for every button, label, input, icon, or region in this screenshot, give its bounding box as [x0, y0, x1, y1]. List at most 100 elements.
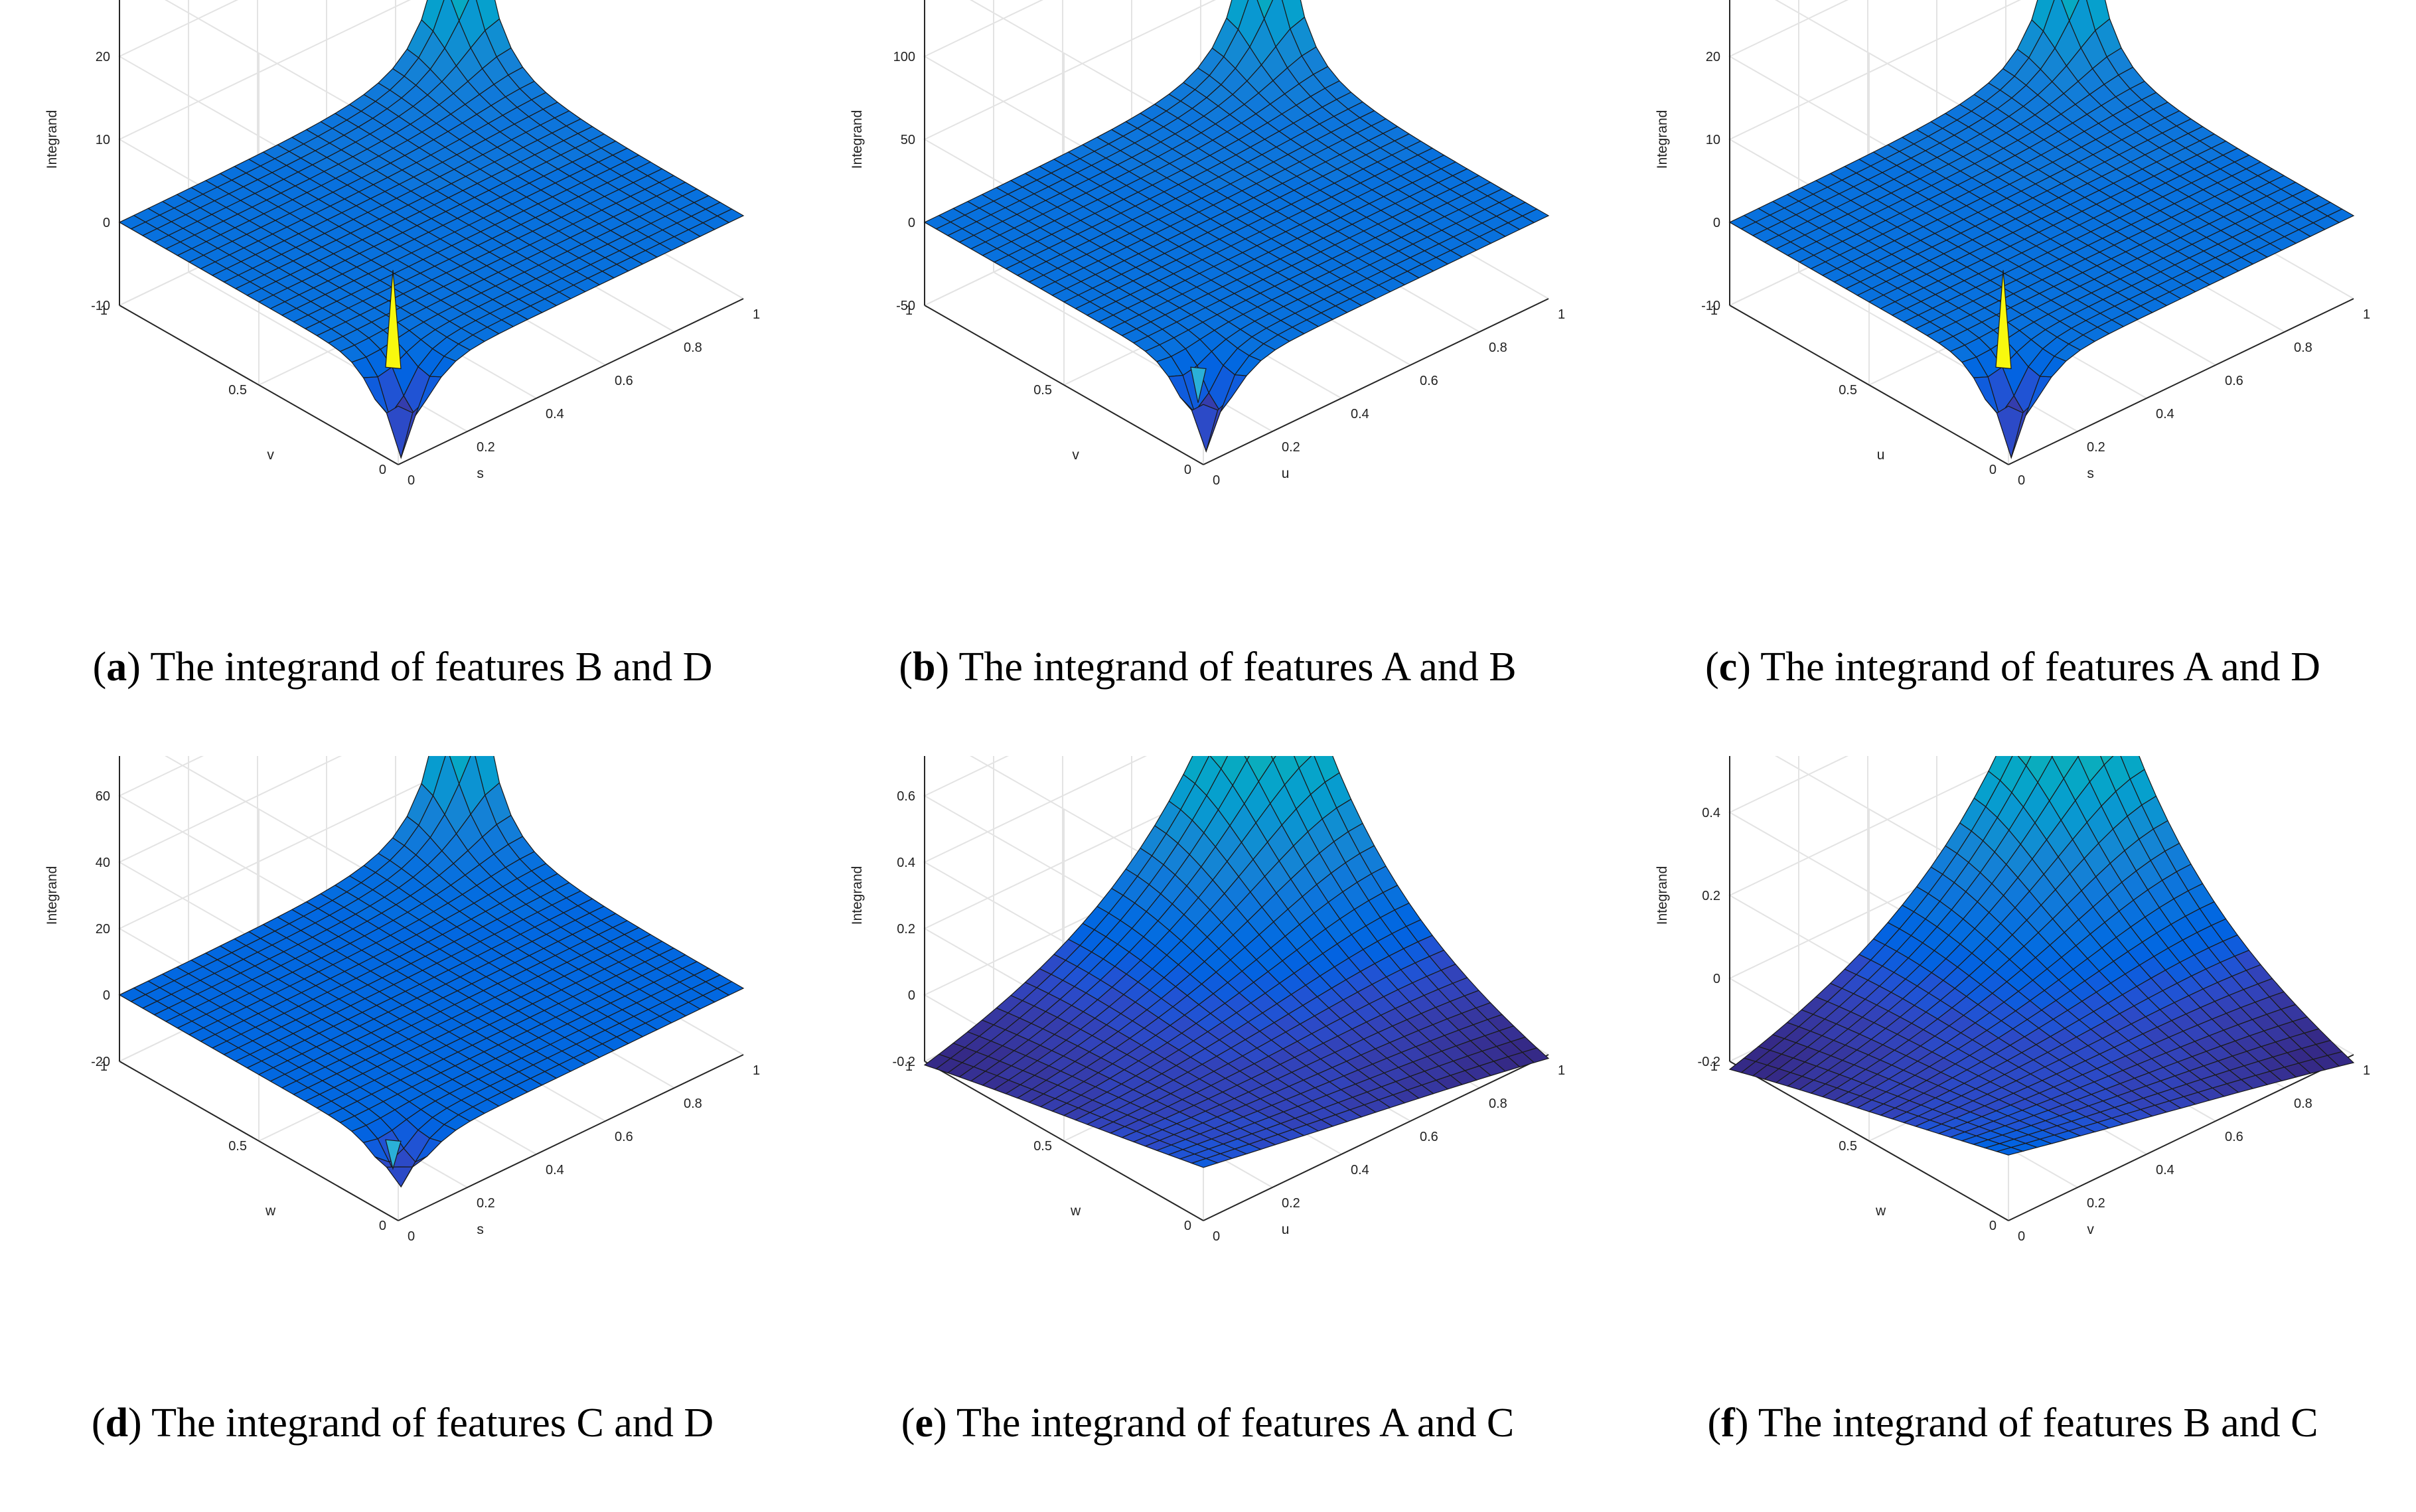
x-axis-label: u — [1282, 1222, 1290, 1237]
panel-d: 00.20.40.60.8100.51-20020406080swIntegra… — [0, 756, 805, 1512]
x-tick-label: 0.8 — [2294, 1096, 2312, 1111]
tick-labels-b: 00.20.40.60.8100.51-50050100150uvIntegra… — [850, 50, 1565, 488]
y-tick-label: 0.5 — [1839, 1139, 1857, 1154]
z-axis-label: Integrand — [1655, 866, 1670, 925]
z-axis-label: Integrand — [44, 110, 60, 169]
y-tick-label: 0 — [379, 463, 386, 477]
z-tick-label: 0.4 — [1702, 806, 1720, 820]
caption-text: ) The integrand of features A and B — [935, 644, 1517, 690]
x-tick-label: 0.6 — [615, 1130, 633, 1144]
z-tick-label: 100 — [893, 50, 915, 64]
panel-label: b — [912, 644, 936, 690]
z-axis-label: Integrand — [1655, 110, 1670, 169]
z-tick-label: 40 — [96, 856, 110, 870]
panel-label: a — [106, 644, 127, 690]
x-tick-label: 0.2 — [477, 440, 495, 455]
caption-text: ) The integrand of features B and D — [127, 644, 713, 690]
z-tick-label: 0 — [1713, 972, 1720, 986]
x-axis-label: s — [477, 1222, 484, 1237]
z-tick-label: 0.2 — [1702, 889, 1720, 903]
z-tick-label: 0 — [103, 216, 110, 230]
panel-label: e — [915, 1400, 933, 1446]
z-tick-label: 0.6 — [897, 789, 915, 804]
x-tick-label: 0.4 — [2156, 1163, 2174, 1177]
surface-mesh-e — [923, 756, 1550, 1168]
z-tick-label: 0 — [1713, 216, 1720, 230]
panel-label: c — [1718, 644, 1738, 690]
surface-mesh-a — [118, 0, 745, 459]
z-tick-label: 10 — [96, 133, 110, 147]
y-tick-label: 0 — [1989, 1219, 1997, 1233]
panel-b: 00.20.40.60.8100.51-50050100150uvIntegra… — [805, 0, 1610, 756]
z-tick-label: -10 — [91, 299, 110, 313]
x-tick-label: 1 — [753, 1063, 760, 1078]
caption-text: ) The integrand of features A and C — [933, 1400, 1515, 1446]
x-tick-label: 1 — [2363, 307, 2370, 322]
y-axis-label: w — [1070, 1203, 1081, 1219]
x-tick-label: 0.8 — [684, 1096, 702, 1111]
x-tick-label: 0.8 — [1489, 1096, 1507, 1111]
y-axis-label: v — [1072, 447, 1079, 463]
panel-f: 00.20.40.60.8100.51-0.200.20.40.6vwInteg… — [1610, 756, 2415, 1512]
panel-a: 00.20.40.60.8100.51-100102030svIntegrand… — [0, 0, 805, 756]
x-tick-label: 1 — [1558, 307, 1565, 322]
x-tick-label: 0.8 — [1489, 340, 1507, 355]
caption-text: ) The integrand of features C and D — [128, 1400, 714, 1446]
z-tick-label: 0 — [908, 988, 915, 1003]
z-tick-label: 10 — [1706, 133, 1720, 147]
tick-labels-f: 00.20.40.60.8100.51-0.200.20.40.6vwInteg… — [1655, 806, 2370, 1244]
x-tick-label: 0.8 — [2294, 340, 2312, 355]
x-tick-label: 0.2 — [477, 1196, 495, 1211]
caption-c: (c) The integrand of features A and D — [1705, 644, 2320, 690]
z-tick-label: -20 — [91, 1055, 110, 1069]
x-tick-label: 0.2 — [2087, 440, 2105, 455]
x-tick-label: 0.8 — [684, 340, 702, 355]
x-tick-label: 0.4 — [1351, 407, 1369, 421]
z-tick-label: 20 — [96, 922, 110, 937]
z-axis-label: Integrand — [850, 110, 865, 169]
x-tick-label: 0.2 — [1282, 1196, 1300, 1211]
y-tick-label: 1 — [100, 303, 108, 318]
x-tick-label: 0 — [2018, 1229, 2025, 1244]
z-axis-label: Integrand — [44, 866, 60, 925]
tick-labels-d: 00.20.40.60.8100.51-20020406080swIntegra… — [44, 789, 760, 1244]
x-tick-label: 0 — [2018, 473, 2025, 488]
y-axis-label: w — [1875, 1203, 1886, 1219]
y-tick-label: 0.5 — [228, 1139, 247, 1154]
x-tick-label: 1 — [2363, 1063, 2370, 1078]
surface-mesh-f — [1728, 756, 2355, 1156]
z-tick-label: 60 — [96, 789, 110, 804]
surface-plot-b: 00.20.40.60.8100.51-50050100150uvIntegra… — [850, 0, 1565, 488]
x-tick-label: 1 — [753, 307, 760, 322]
x-tick-label: 0.2 — [1282, 440, 1300, 455]
x-tick-label: 0 — [1213, 473, 1220, 488]
panel-c: 00.20.40.60.8100.51-100102030suIntegrand… — [1610, 0, 2415, 756]
z-axis-label: Integrand — [850, 866, 865, 925]
caption-e: (e) The integrand of features A and C — [901, 1400, 1515, 1446]
y-tick-label: 0.5 — [1033, 1139, 1052, 1154]
tick-labels-e: 00.20.40.60.8100.51-0.200.20.40.60.8uwIn… — [850, 789, 1565, 1244]
y-tick-label: 0 — [1989, 463, 1997, 477]
z-tick-label: 0 — [908, 216, 915, 230]
x-axis-label: u — [1282, 466, 1290, 481]
x-tick-label: 0 — [408, 473, 415, 488]
caption-d: (d) The integrand of features C and D — [91, 1400, 714, 1446]
y-axis-label: u — [1877, 447, 1885, 463]
z-tick-label: 20 — [1706, 50, 1720, 64]
surface-plot-f: 00.20.40.60.8100.51-0.200.20.40.6vwInteg… — [1655, 756, 2370, 1244]
z-tick-label: 0.4 — [897, 856, 915, 870]
y-tick-label: 0 — [1184, 463, 1191, 477]
x-tick-label: 0.6 — [1420, 374, 1438, 388]
y-axis-label: w — [265, 1203, 276, 1219]
y-tick-label: 0.5 — [1839, 383, 1857, 398]
x-tick-label: 1 — [1558, 1063, 1565, 1078]
x-tick-label: 0.4 — [546, 1163, 564, 1177]
caption-a: (a) The integrand of features B and D — [92, 644, 713, 690]
x-tick-label: 0.6 — [1420, 1130, 1438, 1144]
panel-e: 00.20.40.60.8100.51-0.200.20.40.60.8uwIn… — [805, 756, 1610, 1512]
x-axis-label: s — [477, 466, 484, 481]
caption-text: ) The integrand of features B and C — [1734, 1400, 2318, 1446]
